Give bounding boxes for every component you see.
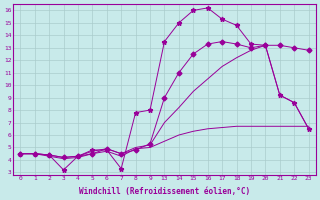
X-axis label: Windchill (Refroidissement éolien,°C): Windchill (Refroidissement éolien,°C) bbox=[79, 187, 250, 196]
